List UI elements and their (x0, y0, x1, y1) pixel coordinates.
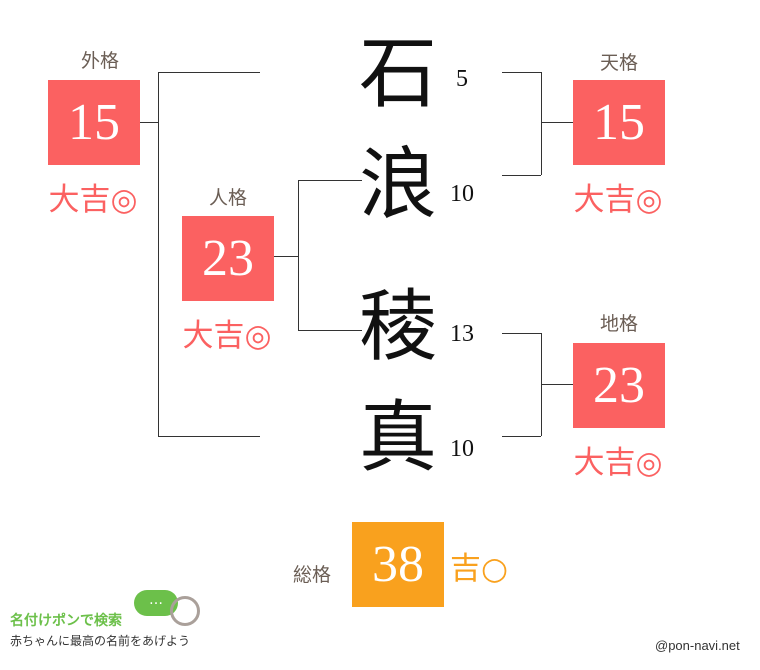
connector-line (274, 256, 298, 257)
site-logo[interactable]: … 名付けポンで検索 赤ちゃんに最高の名前をあげよう (8, 590, 218, 655)
baby-face-icon (170, 596, 200, 626)
gaikaku-label: 外格 (80, 50, 119, 72)
soukaku-fortune: 吉○ (450, 551, 509, 587)
chikaku-fortune: 大吉◎ (573, 445, 663, 481)
name-char-2: 浪 (358, 140, 437, 230)
connector-line (298, 330, 362, 331)
tenkaku-value: 15 (573, 80, 665, 165)
stroke-count-3: 13 (450, 321, 474, 347)
soukaku-value: 38 (352, 522, 444, 607)
stroke-count-4: 10 (450, 436, 474, 462)
gaikaku-value: 15 (48, 80, 140, 165)
connector-line (158, 72, 260, 73)
connector-line (541, 72, 542, 175)
stroke-count-1: 5 (456, 66, 468, 92)
logo-tagline: 赤ちゃんに最高の名前をあげよう (10, 634, 191, 648)
credit-text: @pon-navi.net (655, 638, 740, 653)
name-char-4: 真 (358, 393, 437, 483)
jinkaku-label: 人格 (208, 187, 247, 209)
jinkaku-value: 23 (182, 216, 274, 301)
gaikaku-fortune: 大吉◎ (48, 182, 138, 218)
connector-line (502, 175, 541, 176)
logo-title: 名付けポンで検索 (10, 613, 122, 629)
jinkaku-fortune: 大吉◎ (182, 318, 272, 354)
connector-line (298, 180, 362, 181)
connector-line (541, 384, 573, 385)
connector-line (140, 122, 158, 123)
name-char-1: 石 (358, 29, 437, 119)
connector-line (502, 436, 541, 437)
name-char-3: 稜 (358, 282, 437, 372)
stroke-count-2: 10 (450, 181, 474, 207)
soukaku-label: 総格 (292, 564, 331, 586)
chikaku-label: 地格 (599, 313, 638, 335)
tenkaku-label: 天格 (599, 52, 638, 74)
connector-line (502, 72, 541, 73)
chikaku-value: 23 (573, 343, 665, 428)
connector-line (541, 122, 573, 123)
connector-line (298, 180, 299, 330)
connector-line (158, 436, 260, 437)
connector-line (502, 333, 541, 334)
tenkaku-fortune: 大吉◎ (573, 182, 663, 218)
connector-line (158, 72, 159, 436)
